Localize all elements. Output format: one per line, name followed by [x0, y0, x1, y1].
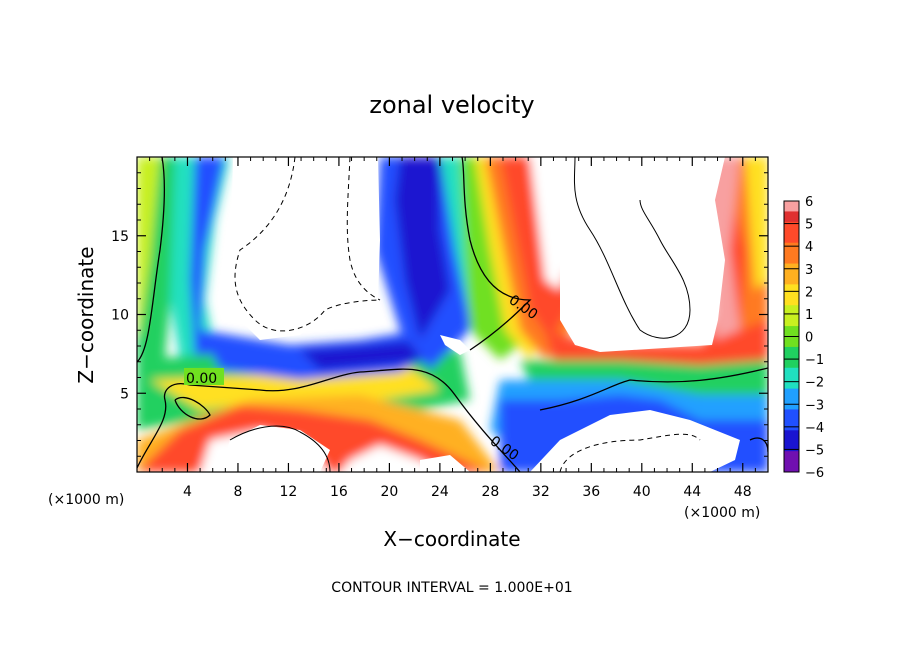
x-tick-label: 12 [280, 484, 298, 500]
x-tick-label: 48 [734, 484, 752, 500]
y-tick-label: 10 [111, 308, 129, 324]
x-tick-label: 4 [183, 484, 192, 500]
colorbar-swatch [784, 409, 799, 431]
colorbar-swatch [784, 451, 799, 473]
x-tick-label: 40 [633, 484, 651, 500]
colorbar-tick-label: −2 [805, 376, 824, 391]
colorbar-tick-label: −1 [805, 353, 824, 368]
x-tick-label: 36 [582, 484, 600, 500]
y-axis: 5 10 15 [111, 172, 768, 457]
colorbar-swatch [784, 263, 799, 285]
colorbar-tick-label: 5 [805, 218, 813, 233]
chart-title: zonal velocity [369, 91, 534, 119]
contour-interval-note: CONTOUR INTERVAL = 1.000E+01 [331, 580, 572, 596]
colorbar-tick-label: −6 [805, 466, 824, 481]
velocity-field: 0.00 0.00 0.00 [137, 157, 768, 472]
colorbar-tick-label: −4 [805, 421, 824, 436]
x-unit-label-left: (×1000 m) [48, 492, 124, 508]
colorbar-swatch [784, 284, 799, 306]
x-tick-label: 32 [532, 484, 550, 500]
x-tick-label: 44 [683, 484, 701, 500]
x-tick-label: 8 [233, 484, 242, 500]
x-axis-label: X−coordinate [383, 527, 520, 551]
colorbar-tick-label: 0 [805, 331, 813, 346]
colorbar-tick-label: 2 [805, 285, 813, 300]
x-tick-label: 20 [380, 484, 398, 500]
colorbar-swatch [784, 201, 799, 212]
x-tick-label: 24 [431, 484, 449, 500]
y-tick-label: 15 [111, 229, 129, 245]
colorbar-swatch [784, 430, 799, 452]
colorbar-swatch [784, 367, 799, 390]
colorbar-swatch [784, 346, 799, 369]
colorbar-tick-label: −5 [805, 443, 824, 458]
colorbar: 6 5 4 3 2 1 0 −1 −2 −3 −4 −5 −6 [783, 195, 824, 481]
y-tick-label: 5 [120, 386, 129, 402]
x-tick-label: 28 [481, 484, 499, 500]
colorbar-swatch [784, 305, 799, 327]
colorbar-tick-label: 1 [805, 308, 813, 323]
x-axis: 4 8 12 16 20 24 28 32 36 40 44 48 [149, 157, 756, 500]
colorbar-tick-label: 3 [805, 263, 813, 278]
y-axis-label: Z−coordinate [74, 246, 98, 383]
colorbar-swatch [784, 388, 799, 410]
colorbar-tick-label: −3 [805, 398, 824, 413]
colorbar-swatch [784, 242, 799, 265]
colorbar-swatch [784, 221, 799, 244]
x-unit-label-right: (×1000 m) [684, 505, 760, 521]
x-tick-label: 16 [330, 484, 348, 500]
contour-label: 0.00 [186, 371, 217, 387]
colorbar-tick-label: 6 [805, 195, 813, 210]
colorbar-tick-label: 4 [805, 240, 813, 255]
